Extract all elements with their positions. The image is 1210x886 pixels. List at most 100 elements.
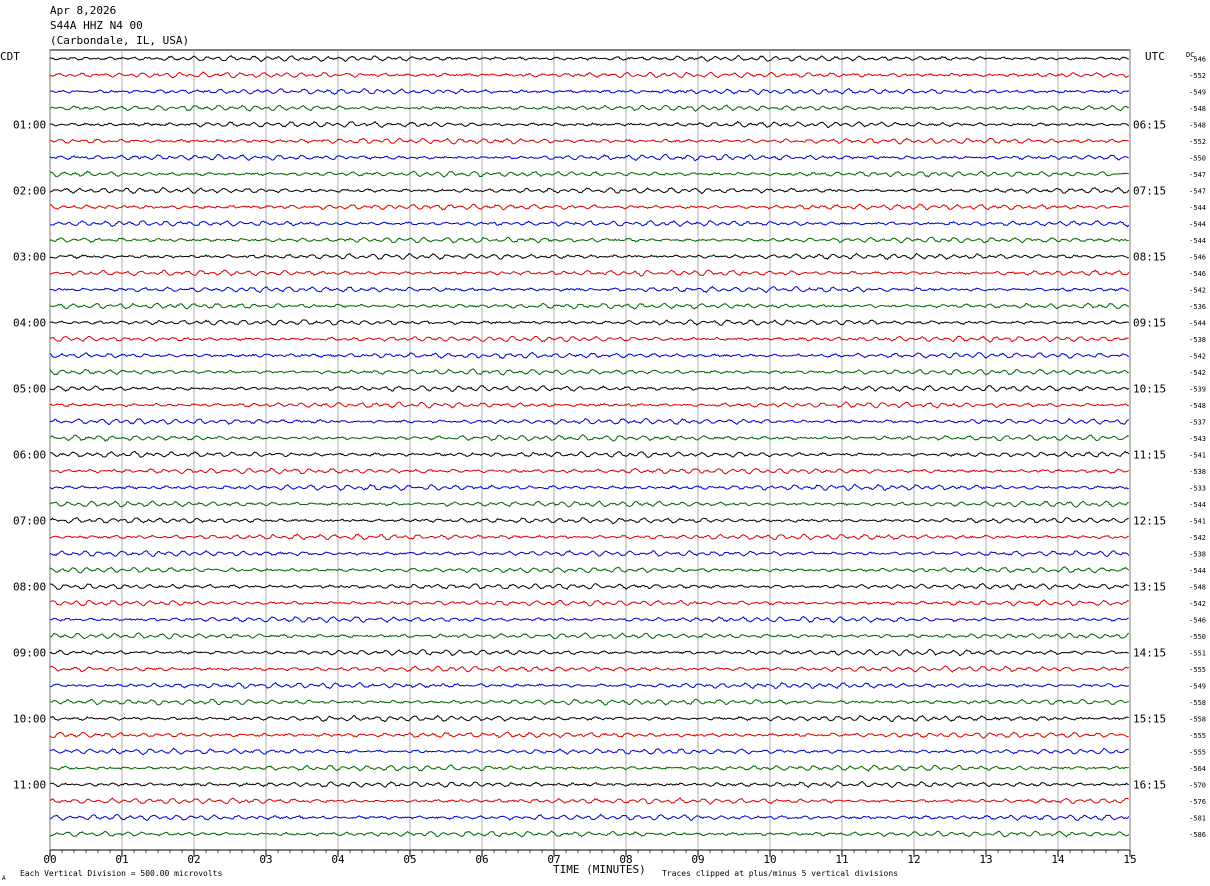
x-axis-label: TIME (MINUTES) bbox=[553, 863, 646, 876]
trace-line bbox=[49, 384, 1130, 393]
dc-offset-label: -538 bbox=[1189, 551, 1206, 559]
x-tick-label: 12 bbox=[907, 853, 920, 866]
right-hour-label: 07:15 bbox=[1133, 185, 1166, 198]
dc-offset-label: -552 bbox=[1189, 138, 1206, 146]
left-hour-label: 11:00 bbox=[13, 779, 46, 792]
dc-offset-label: -544 bbox=[1189, 237, 1206, 245]
left-hour-label: 03:00 bbox=[13, 251, 46, 264]
dc-offset-label: -548 bbox=[1189, 402, 1206, 410]
header-location: (Carbondale, IL, USA) bbox=[50, 34, 190, 47]
trace-line bbox=[49, 335, 1129, 343]
trace-line bbox=[49, 549, 1130, 558]
corner-mark: A bbox=[2, 875, 6, 882]
dc-offset-label: -548 bbox=[1189, 105, 1206, 113]
right-timezone-label: UTC bbox=[1145, 50, 1165, 63]
header-date: Apr 8,2026 bbox=[50, 4, 117, 17]
trace-line bbox=[49, 714, 1129, 723]
right-hour-label: 15:15 bbox=[1133, 713, 1166, 726]
dc-offset-label: -549 bbox=[1189, 683, 1206, 691]
trace-line bbox=[49, 368, 1129, 376]
trace-line bbox=[49, 500, 1129, 508]
dc-offset-label: -546 bbox=[1189, 617, 1206, 625]
axis-labels: 00 01 02 03 04 05 06 07 08 09 10 11 12 13 14 15 -546 -552… bbox=[13, 56, 1206, 867]
trace-line bbox=[49, 285, 1129, 294]
trace-line bbox=[49, 648, 1129, 657]
left-timezone-label: CDT bbox=[0, 50, 20, 63]
trace-line bbox=[49, 599, 1130, 607]
x-tick-label: 15 bbox=[1123, 853, 1136, 866]
trace-line bbox=[49, 813, 1130, 822]
dc-offset-label: -555 bbox=[1189, 749, 1206, 757]
trace-line bbox=[49, 104, 1129, 112]
trace-line bbox=[49, 533, 1129, 541]
dc-offset-label: -586 bbox=[1189, 831, 1206, 839]
dc-offset-label: -546 bbox=[1189, 270, 1206, 278]
dc-offset-label: -547 bbox=[1189, 171, 1206, 179]
trace-line bbox=[49, 698, 1130, 706]
dc-offset-label: -544 bbox=[1189, 320, 1206, 328]
trace-line bbox=[49, 120, 1130, 128]
trace-line bbox=[49, 269, 1130, 277]
dc-offset-label: -564 bbox=[1189, 765, 1206, 773]
right-hour-label: 16:15 bbox=[1133, 779, 1166, 792]
trace-line bbox=[49, 137, 1129, 145]
trace-line bbox=[49, 88, 1130, 96]
trace-line bbox=[49, 797, 1130, 805]
x-tick-label: 10 bbox=[763, 853, 776, 866]
x-tick-label: 13 bbox=[979, 853, 992, 866]
trace-line bbox=[49, 54, 1129, 63]
dc-offset-label: -536 bbox=[1189, 303, 1206, 311]
right-hour-label: 06:15 bbox=[1133, 119, 1166, 132]
dc-offset-label: -570 bbox=[1189, 782, 1206, 790]
dc-offset-label: -544 bbox=[1189, 567, 1206, 575]
dc-offset-label: -542 bbox=[1189, 287, 1206, 295]
trace-line bbox=[49, 582, 1129, 590]
trace-line bbox=[49, 252, 1129, 261]
trace-line bbox=[49, 681, 1130, 690]
dc-offset-label: -541 bbox=[1189, 452, 1206, 460]
dc-offset-label: -543 bbox=[1189, 435, 1206, 443]
trace-line bbox=[49, 665, 1130, 673]
trace-line bbox=[49, 483, 1129, 492]
x-tick-label: 01 bbox=[115, 853, 128, 866]
dc-offset-label: -552 bbox=[1189, 72, 1206, 80]
x-tick-label: 05 bbox=[403, 853, 416, 866]
dc-offset-label: -538 bbox=[1189, 336, 1206, 344]
x-tick-label: 14 bbox=[1051, 853, 1065, 866]
trace-line bbox=[49, 170, 1130, 178]
x-tick-label: 00 bbox=[43, 853, 56, 866]
trace-line bbox=[49, 566, 1130, 574]
dc-offset-label: -558 bbox=[1189, 699, 1206, 707]
left-hour-label: 06:00 bbox=[13, 449, 46, 462]
dc-offset-label: -544 bbox=[1189, 221, 1206, 229]
trace-line bbox=[49, 236, 1129, 244]
trace-line bbox=[49, 764, 1129, 772]
trace-line bbox=[49, 219, 1130, 228]
x-tick-label: 07 bbox=[547, 853, 560, 866]
dc-offset-label: -558 bbox=[1189, 716, 1206, 724]
trace-line bbox=[49, 434, 1130, 443]
dc-offset-label: -546 bbox=[1189, 56, 1206, 64]
dc-offset-label: -547 bbox=[1189, 188, 1206, 196]
trace-line bbox=[49, 401, 1129, 409]
trace-line bbox=[49, 153, 1129, 162]
dc-offset-label: -548 bbox=[1189, 584, 1206, 592]
left-hour-label: 08:00 bbox=[13, 581, 46, 594]
scale-note: Each Vertical Division = 500.00 microvol… bbox=[20, 869, 222, 878]
dc-offset-label: -550 bbox=[1189, 155, 1206, 163]
right-hour-label: 11:15 bbox=[1133, 449, 1166, 462]
trace-line bbox=[49, 203, 1130, 211]
dc-offset-label: -541 bbox=[1189, 518, 1206, 526]
dc-offset-label: -537 bbox=[1189, 419, 1206, 427]
trace-line bbox=[49, 467, 1130, 475]
trace-line bbox=[49, 302, 1130, 310]
dc-offset-label: -542 bbox=[1189, 534, 1206, 542]
right-hour-label: 13:15 bbox=[1133, 581, 1166, 594]
trace-line bbox=[49, 731, 1129, 739]
trace-line bbox=[49, 351, 1130, 360]
trace-line bbox=[49, 615, 1129, 624]
x-tick-label: 09 bbox=[691, 853, 704, 866]
dc-offset-label: -549 bbox=[1189, 89, 1206, 97]
dc-offset-label: -555 bbox=[1189, 732, 1206, 740]
